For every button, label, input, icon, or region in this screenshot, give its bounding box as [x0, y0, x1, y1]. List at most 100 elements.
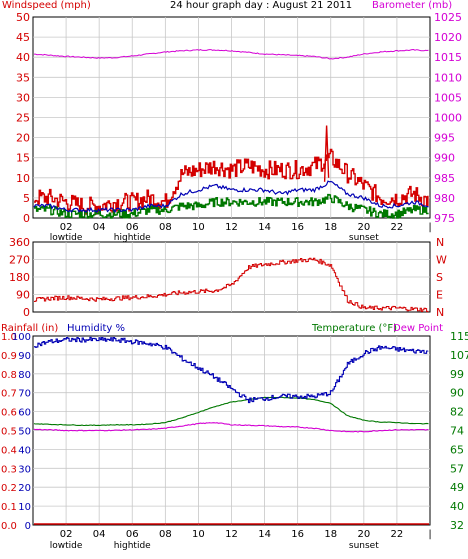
rainfall-axis-tick: 0.5	[1, 427, 17, 438]
rainfall-axis-tick: 0.6	[1, 408, 17, 419]
rainfall-axis-tick: 0.2	[1, 483, 17, 494]
avg-wind-line	[33, 180, 429, 214]
temperature-axis-tick: 115	[450, 330, 468, 343]
compass-label: N	[436, 306, 444, 319]
hightide-label: hightide	[114, 541, 151, 551]
hightide-label: hightide	[114, 233, 151, 243]
wind-axis-tick: 50	[16, 11, 30, 24]
barometer-axis-tick: 985	[434, 172, 455, 185]
temperature-axis-tick: 32	[450, 519, 464, 532]
rainfall-axis-tick: 0.7	[1, 389, 17, 400]
time-tick: 14	[258, 222, 271, 233]
time-tick: 14	[258, 529, 271, 540]
time-tick: 08	[159, 529, 172, 540]
compass-label: N	[436, 236, 444, 249]
barometer-axis-tick: 1010	[434, 71, 462, 84]
dewpoint-line	[33, 422, 429, 433]
time-tick: 18	[324, 529, 337, 540]
green-wind-line	[34, 193, 429, 219]
compass-label: S	[436, 271, 443, 284]
compass-label: E	[436, 289, 443, 302]
barometer-axis-tick: 995	[434, 132, 455, 145]
temperature-axis-tick: 82	[450, 406, 464, 419]
barometer-line	[34, 48, 429, 60]
barometer-axis-tick: 1005	[434, 91, 462, 104]
humidity-axis-tick: 80	[18, 370, 31, 381]
temperature-axis-tick: 90	[450, 387, 464, 400]
wind-axis-tick: 30	[16, 91, 30, 104]
compass-label: W	[436, 254, 447, 267]
rainfall-axis-tick: 0.9	[1, 351, 17, 362]
humidity-axis-tick: 90	[18, 351, 31, 362]
time-tick: 12	[225, 222, 238, 233]
wind-axis-tick: 5	[23, 192, 30, 205]
temperature-axis-tick: 99	[450, 368, 464, 381]
time-tick: |	[428, 222, 431, 233]
wind-axis-tick: 0	[23, 212, 30, 225]
gust-line	[34, 148, 429, 215]
temperature-label: Temperature (°F)	[311, 323, 397, 334]
rainfall-axis-tick: 0.0	[1, 521, 17, 532]
humidity-axis-tick: 50	[18, 427, 31, 438]
direction-axis-tick: 180	[9, 271, 30, 284]
wind-axis-tick: 25	[16, 112, 30, 125]
time-tick: 22	[391, 222, 404, 233]
lowtide-label: lowtide	[50, 541, 83, 551]
wind-axis-tick: 15	[16, 152, 30, 165]
windspeed-axis-title: Windspeed (mph)	[2, 0, 91, 11]
time-tick: 22	[391, 529, 404, 540]
barometer-axis-tick: 975	[434, 212, 455, 225]
barometer-axis-title: Barometer (mb)	[372, 0, 453, 11]
time-tick: 16	[291, 529, 304, 540]
rainfall-axis-tick: 0.8	[1, 370, 17, 381]
wind-axis-tick: 35	[16, 71, 30, 84]
direction-line	[34, 257, 429, 313]
temperature-axis-tick: 57	[450, 462, 464, 475]
time-tick: 18	[324, 222, 337, 233]
temperature-axis-tick: 40	[450, 500, 464, 513]
temperature-line	[33, 396, 429, 427]
humidity-label: Humidity %	[67, 323, 125, 334]
humidity-axis-tick: 30	[18, 464, 31, 475]
gust-spike	[323, 125, 330, 182]
temperature-axis-tick: 74	[450, 425, 464, 438]
lowtide-label: lowtide	[50, 233, 83, 243]
wind-axis-tick: 40	[16, 51, 30, 64]
wind-axis-tick: 10	[16, 172, 30, 185]
time-tick: 20	[357, 529, 370, 540]
wind-axis-tick: 45	[16, 31, 30, 44]
time-tick: |	[428, 529, 431, 540]
humidity-axis-tick: 70	[18, 389, 31, 400]
barometer-axis-tick: 1020	[434, 31, 462, 44]
rainfall-axis-tick: 1.0	[1, 332, 17, 343]
time-tick: 04	[93, 529, 106, 540]
humidity-axis-tick: 100	[12, 332, 31, 343]
direction-axis-tick: 270	[9, 254, 30, 267]
rainfall-axis-tick: 0.3	[1, 464, 17, 475]
barometer-axis-tick: 1025	[434, 11, 462, 24]
temperature-axis-tick: 49	[450, 481, 464, 494]
sunset-label: sunset	[349, 233, 379, 243]
direction-axis-tick: 0	[23, 306, 30, 319]
humidity-axis-tick: 40	[18, 445, 31, 456]
humidity-axis-tick: 60	[18, 408, 31, 419]
time-tick: 06	[126, 529, 139, 540]
humidity-axis-tick: 10	[18, 502, 31, 513]
barometer-axis-tick: 1015	[434, 51, 462, 64]
time-tick: 06	[126, 222, 139, 233]
wind-axis-tick: 20	[16, 132, 30, 145]
direction-axis-tick: 360	[9, 236, 30, 249]
temperature-axis-tick: 107	[450, 349, 468, 362]
time-tick: 10	[192, 222, 205, 233]
barometer-axis-tick: 980	[434, 192, 455, 205]
rainfall-axis-tick: 0.4	[1, 445, 17, 456]
temperature-axis-tick: 65	[450, 443, 464, 456]
humidity-axis-tick: 0	[25, 521, 31, 532]
time-tick: 04	[93, 222, 106, 233]
barometer-axis-tick: 990	[434, 152, 455, 165]
time-tick: 02	[60, 222, 73, 233]
sunset-label: sunset	[349, 541, 379, 551]
time-tick: 10	[192, 529, 205, 540]
time-tick: 20	[357, 222, 370, 233]
